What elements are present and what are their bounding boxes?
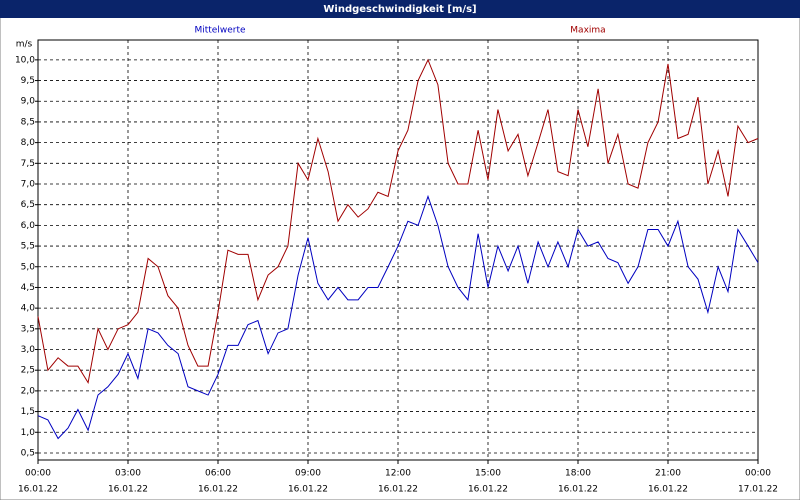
x-tick-label: 00:00 bbox=[745, 469, 771, 479]
title-bar bbox=[0, 0, 800, 18]
x-tick-label: 00:00 bbox=[25, 469, 51, 479]
y-tick-label: 6,5 bbox=[21, 200, 35, 210]
y-tick-label: 5,0 bbox=[21, 262, 36, 272]
x-tick-date: 16.01.22 bbox=[468, 485, 508, 495]
y-tick-label: 1,0 bbox=[21, 428, 36, 438]
y-tick-label: 7,5 bbox=[21, 159, 35, 169]
x-tick-label: 15:00 bbox=[475, 469, 501, 479]
x-tick-date: 16.01.22 bbox=[288, 485, 328, 495]
x-tick-label: 09:00 bbox=[295, 469, 321, 479]
y-tick-label: 9,5 bbox=[21, 76, 35, 86]
y-tick-label: 9,0 bbox=[21, 97, 36, 107]
series-line bbox=[37, 194, 759, 440]
x-tick-date: 16.01.22 bbox=[18, 485, 58, 495]
x-tick-label: 21:00 bbox=[655, 469, 681, 479]
y-tick-label: 2,0 bbox=[21, 386, 36, 396]
legend-entry: Maxima bbox=[570, 26, 605, 36]
x-tick-date: 16.01.22 bbox=[108, 485, 148, 495]
plot-border bbox=[37, 39, 759, 461]
y-tick-label: 1,5 bbox=[21, 407, 35, 417]
x-tick-label: 12:00 bbox=[385, 469, 411, 479]
series-line bbox=[37, 58, 759, 384]
x-tick-date: 16.01.22 bbox=[558, 485, 598, 495]
y-tick-label: 7,0 bbox=[21, 180, 36, 190]
y-tick-label: 5,5 bbox=[21, 242, 35, 252]
x-tick-date: 16.01.22 bbox=[378, 485, 418, 495]
y-tick-label: 2,5 bbox=[21, 366, 35, 376]
x-tick-label: 18:00 bbox=[565, 469, 591, 479]
x-tick-label: 06:00 bbox=[205, 469, 231, 479]
y-tick-label: 0,5 bbox=[21, 448, 35, 458]
legend-entry: Mittelwerte bbox=[194, 26, 245, 36]
y-tick-label: 8,5 bbox=[21, 117, 35, 127]
x-tick-date: 16.01.22 bbox=[648, 485, 688, 495]
y-tick-label: 3,5 bbox=[21, 324, 35, 334]
x-tick-date: 16.01.22 bbox=[198, 485, 238, 495]
y-tick-label: 4,5 bbox=[21, 283, 35, 293]
y-tick-label: 6,0 bbox=[21, 221, 36, 231]
y-tick-label: 4,0 bbox=[21, 304, 36, 314]
y-tick-label: 8,0 bbox=[21, 138, 36, 148]
y-tick-label: 3,0 bbox=[21, 345, 36, 355]
x-tick-date: 17.01.22 bbox=[738, 485, 778, 495]
y-axis-label: m/s bbox=[16, 40, 33, 50]
x-tick-label: 03:00 bbox=[115, 469, 141, 479]
chart-title: Windgeschwindigkeit [m/s] bbox=[323, 4, 476, 15]
y-tick-label: 10,0 bbox=[15, 55, 35, 65]
